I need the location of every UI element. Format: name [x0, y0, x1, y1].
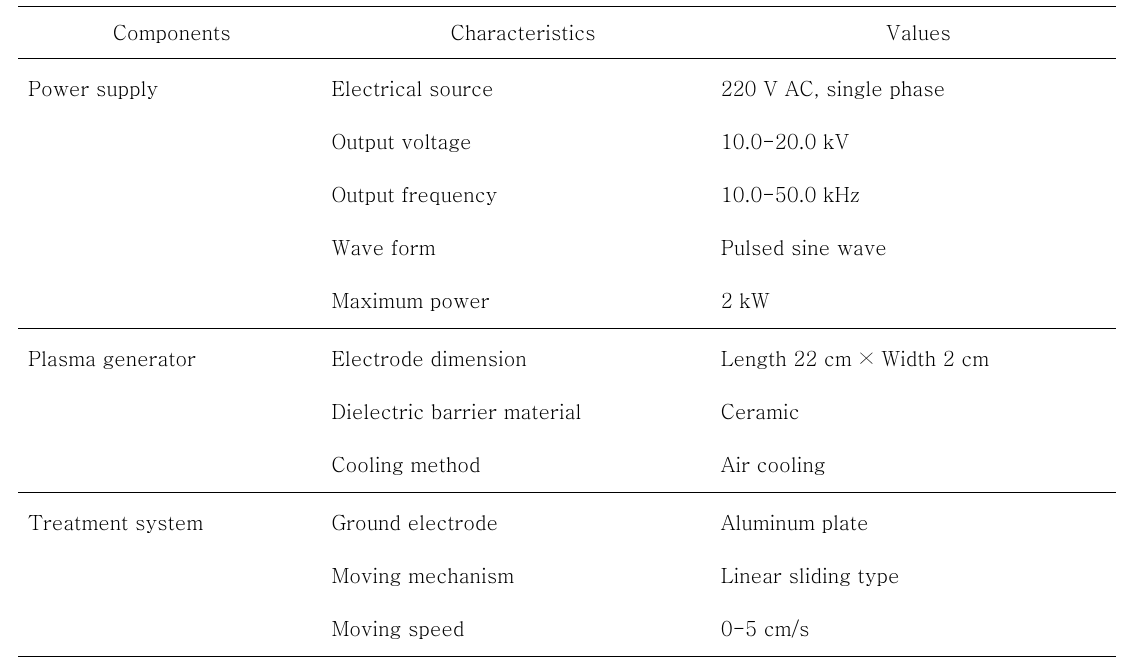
component-cell	[18, 548, 325, 601]
value-cell: Ceramic	[721, 384, 1116, 437]
value-cell: 220 V AC, single phase	[721, 59, 1116, 115]
table-header-cell: Characteristics	[325, 7, 720, 59]
value-cell: Air cooling	[721, 437, 1116, 493]
table-row: Cooling methodAir cooling	[18, 437, 1116, 493]
value-cell: 0-5 cm/s	[721, 601, 1116, 657]
table-row: Power supplyElectrical source220 V AC, s…	[18, 59, 1116, 115]
table-container: Components Characteristics Values Power …	[0, 0, 1134, 663]
table-row: Dielectric barrier materialCeramic	[18, 384, 1116, 437]
table-body: Power supplyElectrical source220 V AC, s…	[18, 59, 1116, 657]
characteristic-cell: Output frequency	[325, 167, 720, 220]
table-row: Maximum power2 kW	[18, 273, 1116, 329]
component-cell	[18, 114, 325, 167]
table-row: Treatment systemGround electrodeAluminum…	[18, 493, 1116, 549]
value-cell: 2 kW	[721, 273, 1116, 329]
table-row: Plasma generatorElectrode dimensionLengt…	[18, 329, 1116, 385]
table-row: Moving mechanismLinear sliding type	[18, 548, 1116, 601]
value-cell: 10.0-20.0 kV	[721, 114, 1116, 167]
component-cell	[18, 273, 325, 329]
characteristic-cell: Electrical source	[325, 59, 720, 115]
characteristic-cell: Ground electrode	[325, 493, 720, 549]
characteristic-cell: Moving speed	[325, 601, 720, 657]
table-header-cell: Components	[18, 7, 325, 59]
component-cell: Treatment system	[18, 493, 325, 549]
component-cell	[18, 220, 325, 273]
characteristic-cell: Wave form	[325, 220, 720, 273]
characteristic-cell: Electrode dimension	[325, 329, 720, 385]
table-row: Output frequency10.0-50.0 kHz	[18, 167, 1116, 220]
characteristic-cell: Dielectric barrier material	[325, 384, 720, 437]
component-cell	[18, 167, 325, 220]
characteristic-cell: Cooling method	[325, 437, 720, 493]
value-cell: 10.0-50.0 kHz	[721, 167, 1116, 220]
component-cell: Power supply	[18, 59, 325, 115]
component-cell	[18, 437, 325, 493]
table-header-cell: Values	[721, 7, 1116, 59]
component-cell	[18, 384, 325, 437]
component-cell: Plasma generator	[18, 329, 325, 385]
table-header-row: Components Characteristics Values	[18, 7, 1116, 59]
characteristic-cell: Maximum power	[325, 273, 720, 329]
component-cell	[18, 601, 325, 657]
table-row: Wave formPulsed sine wave	[18, 220, 1116, 273]
table-row: Output voltage10.0-20.0 kV	[18, 114, 1116, 167]
characteristic-cell: Moving mechanism	[325, 548, 720, 601]
spec-table: Components Characteristics Values Power …	[18, 6, 1116, 657]
value-cell: Pulsed sine wave	[721, 220, 1116, 273]
characteristic-cell: Output voltage	[325, 114, 720, 167]
value-cell: Linear sliding type	[721, 548, 1116, 601]
table-row: Moving speed0-5 cm/s	[18, 601, 1116, 657]
value-cell: Aluminum plate	[721, 493, 1116, 549]
value-cell: Length 22 cm × Width 2 cm	[721, 329, 1116, 385]
